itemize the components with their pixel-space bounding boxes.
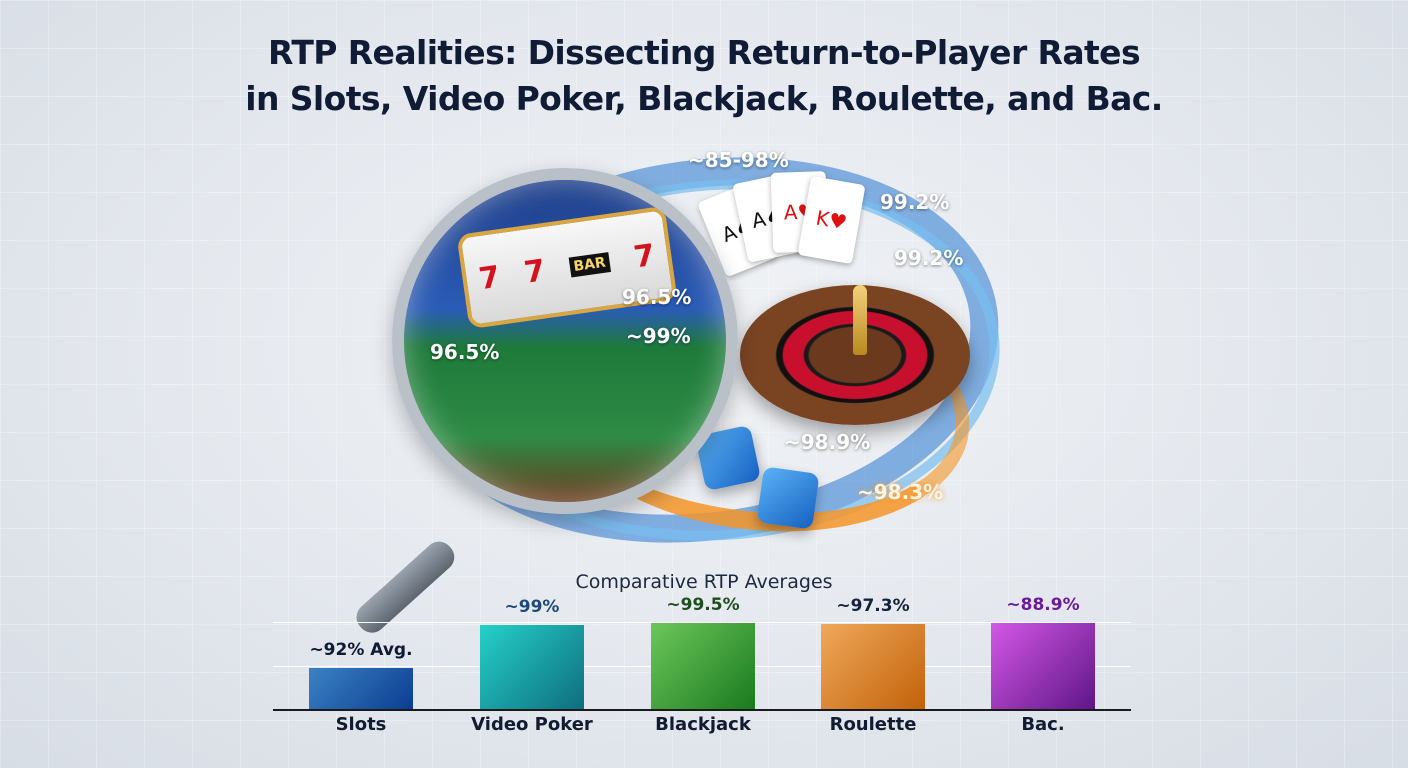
rtp-label: 99.2% xyxy=(880,190,950,214)
title-line-2: in Slots, Video Poker, Blackjack, Roulet… xyxy=(245,79,1163,118)
bar-blackjack: ~99.5% xyxy=(651,595,755,709)
x-axis-label: Slots xyxy=(335,714,387,735)
rtp-label: ~99% xyxy=(626,324,691,348)
bar-fill xyxy=(991,623,1095,709)
bar-fill xyxy=(651,623,755,709)
bar-value-label: ~92% Avg. xyxy=(309,640,413,660)
bar-value-label: ~99.5% xyxy=(666,595,740,615)
casino-illustration: A♠ A♠ A♥ K♥ 7 7 BAR 7 ~85-98% 99.2% 99.2% 9… xyxy=(290,120,1050,639)
rtp-label: ~98.3% xyxy=(857,480,944,504)
rtp-label: ~85-98% xyxy=(688,148,789,172)
rtp-label: 96.5% xyxy=(430,340,500,364)
bar-fill xyxy=(309,668,413,709)
dice-icon xyxy=(756,466,820,530)
bar-chart: ~92% Avg. ~99% ~99.5% ~97.3% ~88.9% xyxy=(273,595,1131,712)
slot-reel: 7 xyxy=(521,253,548,291)
rtp-label: 96.5% xyxy=(622,285,692,309)
x-axis-label: Video Poker xyxy=(471,714,593,735)
page-title: RTP Realities: Dissecting Return-to-Play… xyxy=(0,30,1408,122)
title-line-1: RTP Realities: Dissecting Return-to-Play… xyxy=(268,33,1141,72)
bar-value-label: ~88.9% xyxy=(1006,595,1080,615)
bar-bac: ~88.9% xyxy=(991,595,1095,709)
bar-fill xyxy=(480,625,584,709)
chart-title: Comparative RTP Averages xyxy=(575,571,833,593)
slot-reel: 7 xyxy=(476,259,503,298)
rtp-label: ~98.9% xyxy=(784,430,871,454)
x-axis-label: Bac. xyxy=(1021,714,1065,735)
bar-value-label: ~97.3% xyxy=(836,596,910,616)
bar-slots: ~92% Avg. xyxy=(309,640,413,709)
bar-video-poker: ~99% xyxy=(480,597,584,709)
bar-fill xyxy=(821,624,925,709)
bar-value-label: ~99% xyxy=(504,597,560,617)
gridline xyxy=(273,622,1131,623)
slot-reel: BAR xyxy=(568,251,611,278)
slot-machine-icon: 7 7 BAR 7 xyxy=(456,205,678,330)
rtp-label: 99.2% xyxy=(894,246,964,270)
x-axis-label: Roulette xyxy=(829,714,917,735)
playing-cards-icon: A♠ A♠ A♥ K♥ xyxy=(697,171,870,282)
x-axis xyxy=(273,709,1131,711)
slot-reel: 7 xyxy=(631,237,658,276)
bar-roulette: ~97.3% xyxy=(821,596,925,709)
x-axis-label: Blackjack xyxy=(655,714,751,735)
roulette-spindle xyxy=(853,285,867,355)
